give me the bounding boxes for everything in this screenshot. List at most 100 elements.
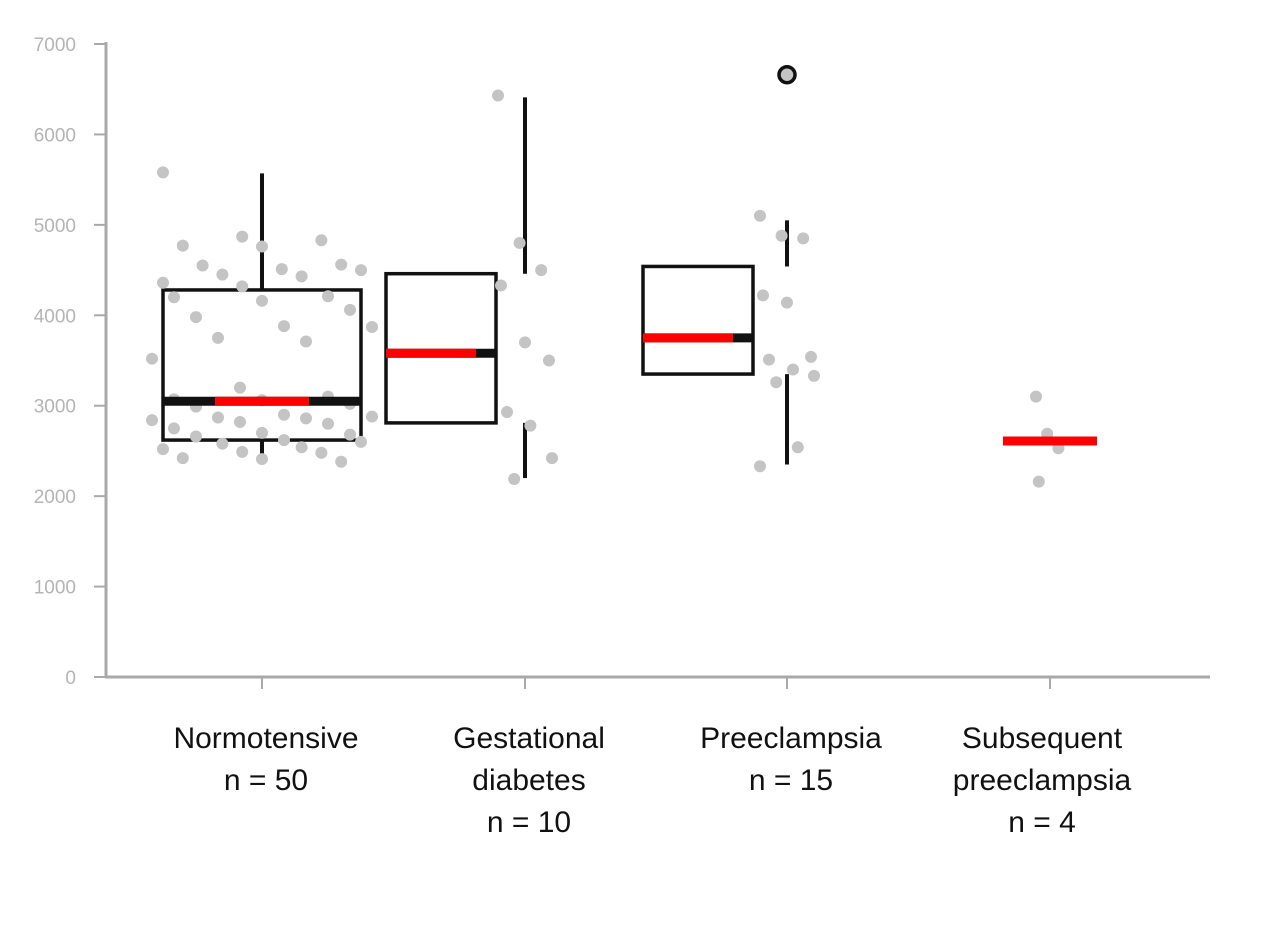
data-point — [190, 311, 202, 324]
x-tick-label-line: Subsequent — [962, 722, 1123, 755]
x-tick-label-line: Preeclampsia — [700, 722, 882, 755]
box-group — [1003, 390, 1097, 488]
y-tick-label: 4000 — [34, 306, 76, 327]
x-tick-label: Subsequent preeclampsia n = 4 — [953, 722, 1132, 839]
data-point — [791, 441, 804, 454]
x-tick-label: Normotensive n = 50 — [173, 722, 358, 797]
data-point — [176, 452, 189, 465]
data-point — [300, 335, 312, 348]
data-point — [256, 240, 268, 253]
data-point — [781, 296, 793, 309]
data-point — [295, 441, 308, 454]
data-point — [212, 331, 224, 344]
x-tick-label-line: diabetes — [472, 764, 585, 797]
x-tick-label-line: n = 15 — [749, 764, 833, 797]
data-point — [216, 437, 229, 450]
data-point — [157, 443, 169, 456]
data-point — [757, 289, 769, 302]
data-point — [344, 303, 356, 316]
data-point — [176, 239, 189, 252]
data-point — [524, 419, 537, 432]
x-tick-label-line: n = 10 — [487, 806, 571, 839]
data-point — [157, 276, 169, 289]
data-point — [278, 408, 290, 421]
data-point — [543, 354, 555, 367]
data-point — [236, 230, 249, 243]
data-point — [355, 264, 367, 277]
data-point — [763, 353, 775, 366]
data-point — [508, 472, 521, 485]
data-point — [278, 320, 290, 333]
box — [641, 264, 755, 376]
data-point — [335, 258, 348, 271]
data-point — [1030, 390, 1042, 403]
data-point — [519, 336, 531, 349]
data-point — [787, 363, 799, 376]
data-point — [366, 321, 378, 334]
data-point — [770, 376, 783, 389]
box-group — [384, 89, 558, 485]
data-point — [256, 294, 268, 307]
data-point — [146, 414, 158, 427]
box-group — [641, 64, 820, 473]
data-point — [808, 369, 820, 382]
data-point — [236, 445, 249, 458]
y-axis-ticks: 0 1000 2000 3000 4000 5000 6000 7000 — [34, 35, 106, 689]
data-point — [546, 452, 558, 465]
y-tick-label: 2000 — [34, 487, 76, 508]
axes — [104, 42, 1210, 679]
data-point — [501, 406, 513, 419]
data-point — [216, 268, 229, 281]
data-point — [754, 209, 766, 222]
data-point — [256, 453, 268, 466]
data-point — [168, 291, 180, 304]
data-point — [355, 435, 367, 448]
data-point — [495, 279, 507, 292]
data-point — [234, 415, 246, 428]
data-point — [335, 455, 348, 468]
x-tick-label-line: n = 4 — [1008, 806, 1076, 839]
x-tick-label-line: n = 50 — [224, 764, 308, 797]
box — [161, 288, 363, 442]
data-point — [315, 446, 328, 459]
box-groups — [146, 64, 1097, 488]
box-group — [146, 166, 378, 468]
data-point — [168, 422, 180, 435]
data-point — [1032, 475, 1045, 488]
y-tick-label: 5000 — [34, 216, 76, 237]
data-point — [775, 229, 788, 242]
data-point — [196, 259, 209, 272]
data-point — [492, 89, 504, 102]
y-tick-label: 1000 — [34, 578, 76, 599]
x-tick-label: Gestational diabetes n = 10 — [453, 722, 605, 839]
data-point — [295, 270, 308, 283]
data-point — [322, 417, 334, 430]
data-point — [300, 412, 312, 425]
data-point — [190, 430, 202, 443]
box — [384, 271, 498, 425]
x-tick-label-line: Normotensive — [173, 722, 358, 755]
y-tick-label: 3000 — [34, 397, 76, 418]
data-point — [146, 352, 158, 365]
data-point — [315, 234, 328, 247]
data-point — [513, 236, 526, 249]
data-point — [275, 263, 288, 276]
data-point — [236, 280, 249, 293]
data-point — [278, 434, 290, 447]
x-tick-label: Preeclampsia n = 15 — [700, 722, 882, 797]
data-point — [157, 166, 169, 179]
x-tick-label-line: preeclampsia — [953, 764, 1132, 797]
data-point — [234, 381, 246, 394]
x-axis-labels: Normotensive n = 50 Gestational diabetes n =… — [173, 677, 1132, 839]
data-point — [535, 264, 548, 277]
outlier-point — [777, 64, 797, 85]
data-point — [797, 232, 810, 245]
data-point — [212, 411, 224, 424]
data-point — [754, 460, 766, 473]
data-point — [344, 428, 356, 441]
y-tick-label: 7000 — [34, 35, 76, 56]
data-point — [256, 426, 268, 439]
data-point — [322, 290, 334, 303]
y-tick-label: 0 — [65, 668, 76, 689]
